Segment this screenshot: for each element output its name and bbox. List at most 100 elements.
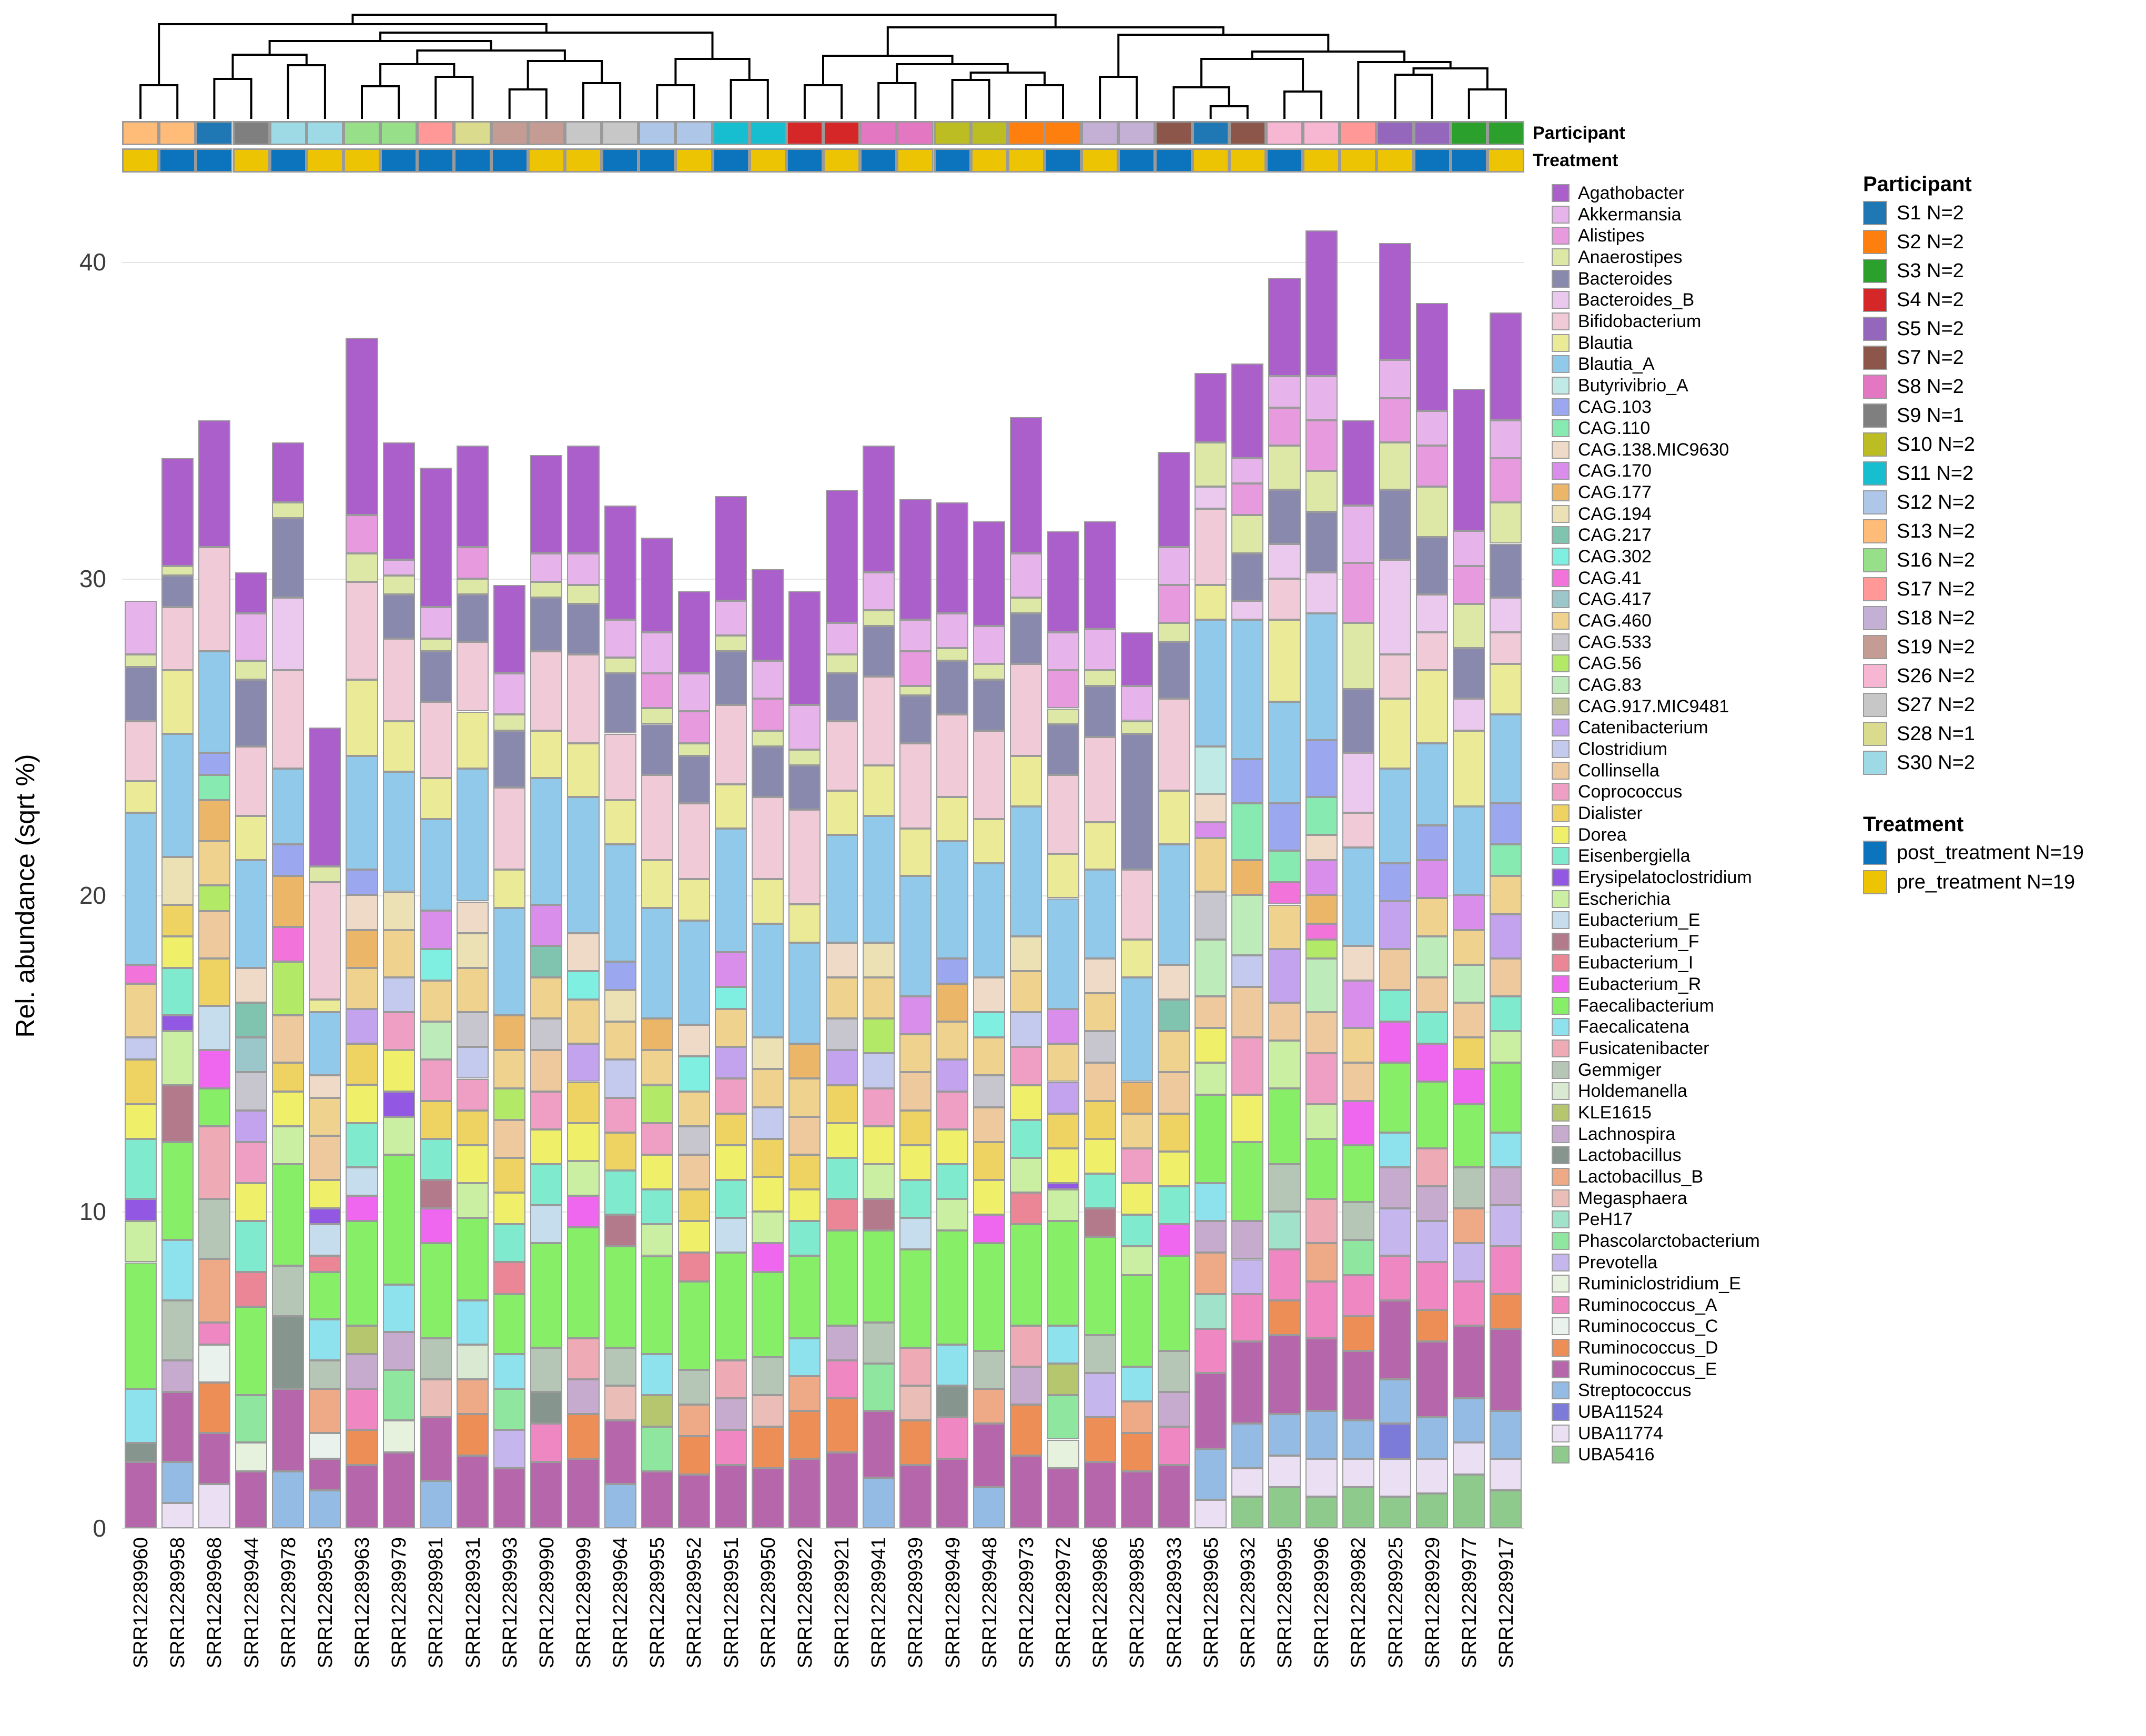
x-axis-baseline (122, 1528, 1524, 1529)
participant-swatch (1863, 693, 1887, 717)
bar-segment-Clostridium (456, 1047, 489, 1079)
bar-segment-Eubacterium_I (309, 1256, 341, 1272)
participant-legend-item-S8: S8 N=2 (1863, 375, 2094, 402)
bar-segment-Agathobacter (1305, 230, 1338, 376)
bar-segment-Ruminococcus_E (493, 1468, 526, 1528)
bar-segment-Catenibacterium (825, 1050, 858, 1085)
bar-segment-Bifidobacterium (382, 639, 415, 721)
participant-cell-SRR12289948 (970, 121, 1008, 145)
bar-segment-Lactobacillus (272, 1316, 305, 1389)
participant-swatch (1863, 461, 1887, 486)
bar-segment-Anaerostipes (862, 610, 895, 626)
bar-segment-CAG.177 (1305, 895, 1338, 924)
bar-segment-CAG.460 (346, 967, 378, 1010)
bar-segment-Dorea (1120, 1183, 1153, 1215)
taxa-swatch-CAG.83 (1552, 675, 1570, 694)
bar-segment-CAG.170 (1342, 980, 1374, 1028)
participant-swatch (1863, 577, 1887, 601)
bar-segment-Bacteroides (973, 680, 1006, 731)
treatment-cell-SRR12289993 (491, 148, 528, 173)
participant-swatch (1863, 403, 1887, 428)
taxa-legend-item-Ruminiclostridium_E: Ruminiclostridium_E (1552, 1274, 1783, 1296)
bar-segment-Dorea (862, 1126, 895, 1164)
bar-segment-Bifidobacterium (677, 803, 711, 880)
bar-segment-Anaerostipes (715, 635, 747, 652)
treatment-cell-SRR12289972 (1045, 148, 1082, 173)
bar-segment-Faecalicatena (641, 1354, 673, 1396)
taxa-legend-item-CAG.917.MIC9481: CAG.917.MIC9481 (1552, 696, 1783, 719)
bar-segment-Clostridium (604, 1059, 636, 1098)
bar-segment-Prevotella (1416, 1221, 1449, 1263)
bar-segment-Akkermansia (752, 661, 784, 699)
bar-segment-Blautia (1490, 664, 1522, 715)
treatment-cell-SRR12289964 (602, 148, 639, 173)
bar-segment-CAG.194 (382, 892, 415, 930)
bar-segment-Faecalibacterium (1231, 1142, 1264, 1222)
bar-segment-Akkermansia (1342, 506, 1374, 563)
bar-segment-Lactobacillus_B (1453, 1208, 1485, 1244)
bar-segment-Collinsella (1084, 1063, 1116, 1101)
x-tick-label-SRR12289993: SRR12289993 (499, 1537, 521, 1669)
treatment-cell-SRR12289995 (1266, 148, 1303, 173)
bar-segment-Fusicatenibacter (899, 1347, 932, 1386)
bar-segment-CAG.170 (1305, 860, 1338, 895)
bar-segment-CAG.103 (1231, 759, 1264, 803)
bar-segment-Lactobacillus_B (973, 1389, 1006, 1424)
bar-segment-Streptococcus (309, 1490, 341, 1528)
bar-segment-CAG.138.MIC9630 (1084, 958, 1116, 993)
bar-segment-Faecalibacterium (272, 1164, 305, 1266)
taxa-legend-item-Lactobacillus: Lactobacillus (1552, 1145, 1783, 1167)
bar-segment-Blautia_A (1305, 613, 1338, 740)
bar-segment-Blautia (1120, 939, 1153, 977)
bar-segment-Megasphaera (899, 1386, 932, 1421)
bar-SRR12289955 (641, 537, 673, 1529)
taxa-label: Fusicatenibacter (1578, 1038, 1709, 1058)
bar-segment-UBA5416 (1305, 1496, 1338, 1528)
participant-swatch (1863, 548, 1887, 572)
bar-segment-Dialister (456, 1110, 489, 1145)
bar-segment-Lachnospira (1010, 1367, 1042, 1405)
bar-segment-Ruminococcus_A (1231, 1294, 1264, 1341)
bar-segment-Bacteroides (677, 755, 711, 803)
taxa-swatch-Bacteroides_B (1552, 291, 1570, 309)
taxa-label: Anaerostipes (1578, 247, 1683, 267)
bar-segment-Bifidobacterium (235, 746, 268, 816)
bar-segment-UBA11774 (1195, 1499, 1227, 1528)
bar-segment-Prevotella (1084, 1373, 1116, 1418)
participant-cell-SRR12289917 (1487, 121, 1524, 145)
bar-segment-Blautia (825, 790, 858, 835)
bar-segment-CAG.460 (1010, 971, 1042, 1013)
treatment-cell-SRR12289990 (528, 148, 565, 173)
bar-segment-CAG.56 (862, 1018, 895, 1054)
taxa-legend-item-Megasphaera: Megasphaera (1552, 1188, 1783, 1210)
taxa-swatch-Alistipes (1552, 227, 1570, 245)
bar-segment-Erysipelatoclostridium (1047, 1183, 1079, 1190)
bar-segment-Eisenbergiella (604, 1170, 636, 1215)
bar-segment-Blautia_A (825, 835, 858, 943)
bar-segment-CAG.460 (604, 1022, 636, 1060)
treatment-cell-SRR12289981 (417, 148, 454, 173)
taxa-swatch-Prevotella (1552, 1253, 1570, 1271)
bar-segment-Agathobacter (1084, 521, 1116, 629)
bar-segment-Ruminococcus_E (862, 1411, 895, 1478)
bar-segment-Streptococcus (862, 1477, 895, 1528)
bar-segment-Collinsella (1305, 1012, 1338, 1054)
bar-segment-Ruminococcus_E (346, 1465, 378, 1528)
bar-segment-CAG.170 (899, 996, 932, 1035)
bar-SRR12289973 (1010, 417, 1042, 1528)
bar-SRR12289949 (936, 502, 969, 1528)
taxa-legend-item-Lachnospira: Lachnospira (1552, 1124, 1783, 1146)
bar-segment-Faecalibacterium (1157, 1256, 1190, 1351)
bar-segment-Eubacterium_F (419, 1179, 452, 1209)
taxa-label: CAG.917.MIC9481 (1578, 696, 1729, 716)
bar-segment-Alistipes (1268, 407, 1301, 446)
bar-segment-Ruminococcus_D (788, 1411, 821, 1459)
participant-cell-SRR12289939 (897, 121, 934, 145)
bar-segment-Blautia (161, 670, 194, 734)
treatment-swatch (1863, 870, 1887, 894)
treatment-cell-SRR12289958 (159, 148, 196, 173)
bar-segment-Bacteroides_B (1268, 543, 1301, 579)
bar-segment-Alistipes (641, 673, 673, 709)
bar-segment-CAG.138.MIC9630 (1195, 793, 1227, 823)
bar-segment-Faecalicatena (456, 1300, 489, 1345)
